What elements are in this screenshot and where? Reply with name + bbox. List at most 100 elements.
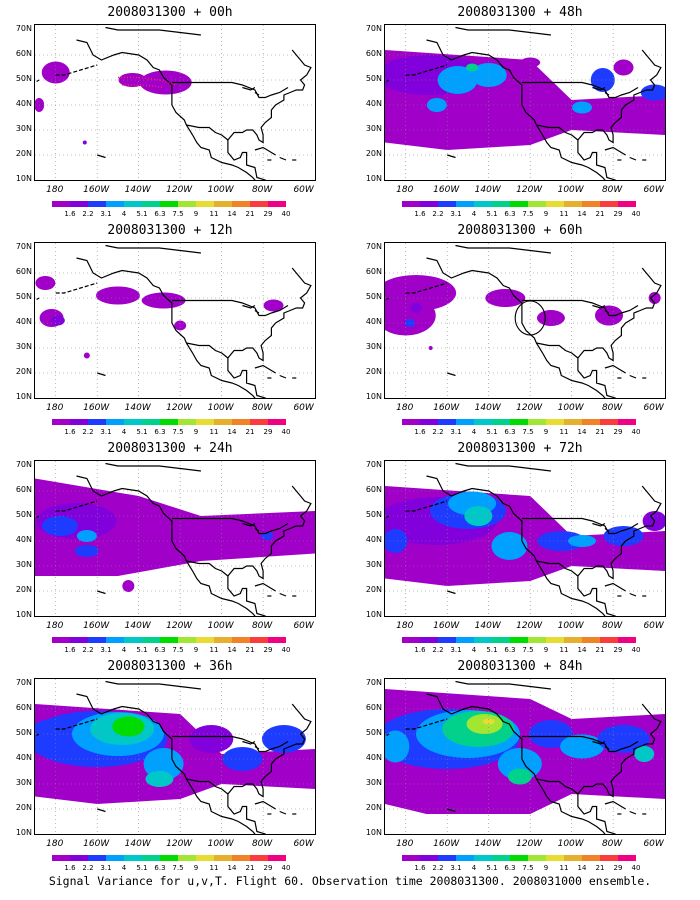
latitude-label: 40N: [365, 99, 382, 108]
colorbar-swatch: [142, 419, 160, 425]
variance-map: [35, 461, 315, 616]
colorbar-label: 3.1: [450, 428, 462, 436]
longitude-label: 140W: [474, 403, 501, 413]
colorbar-label: 4: [121, 210, 127, 218]
colorbar-swatch: [618, 637, 636, 643]
longitude-label: 100W: [557, 185, 584, 195]
longitude-label: 60W: [643, 403, 664, 413]
variance-contour: [112, 716, 145, 737]
colorbar-label: 5.1: [486, 864, 498, 872]
variance-contour: [95, 286, 140, 305]
verification-region-circle: [514, 300, 546, 336]
latitude-label: 60N: [365, 703, 382, 712]
variance-map: [385, 25, 665, 180]
coastline: [254, 91, 260, 96]
latitude-label: 60N: [365, 267, 382, 276]
map-panel: 2008031300 + 84h 70N 60N 50N 40N 30N 20N 10N 180…: [350, 659, 690, 874]
colorbar-label: 7.5: [522, 210, 534, 218]
latitude-label: 40N: [365, 535, 382, 544]
longitude-label: 120W: [516, 185, 543, 195]
variance-contour: [385, 529, 408, 553]
longitude-label: 80W: [251, 621, 273, 631]
variance-contour: [122, 580, 135, 592]
variance-contour: [50, 315, 65, 326]
colorbar-label: 29: [613, 646, 623, 654]
colorbar-label: 14: [577, 210, 587, 218]
colorbar-label: 4: [121, 864, 127, 872]
colorbar-swatch: [52, 855, 70, 861]
coastline: [279, 156, 287, 161]
colorbar-swatch: [528, 419, 546, 425]
variance-map: [385, 679, 665, 834]
coastline: [592, 740, 606, 745]
colorbar-label: 2.2: [432, 864, 444, 872]
variance-contour: [491, 532, 528, 560]
coastline: [242, 522, 256, 527]
colorbar-label: 7.5: [172, 428, 184, 436]
colorbar-label: 1.6: [414, 210, 426, 218]
colorbar-swatch: [88, 419, 106, 425]
coastline: [227, 267, 312, 398]
colorbar-label: 7.5: [522, 428, 534, 436]
coastline: [455, 680, 551, 690]
map-frame: [34, 460, 316, 617]
colorbar-swatch: [160, 201, 178, 207]
latitude-label: 40N: [15, 317, 32, 326]
latitude-label: 30N: [365, 342, 382, 351]
colorbar-swatch: [106, 637, 124, 643]
coastline: [629, 374, 637, 379]
latitude-label: 60N: [365, 485, 382, 494]
colorbar-label: 11: [209, 210, 219, 218]
coastline: [629, 810, 637, 815]
colorbar-label: 6.3: [504, 428, 516, 436]
longitude-label: 180: [46, 621, 64, 631]
coastline: [426, 257, 606, 398]
panel-title: 2008031300 + 60h: [457, 223, 583, 238]
longitude-label: 60W: [643, 621, 664, 631]
coastline: [105, 462, 201, 472]
coastline: [455, 462, 551, 472]
colorbar-label: 4: [471, 210, 477, 218]
longitude-label: 180: [396, 839, 414, 849]
variance-contour: [385, 295, 436, 336]
aleutian-islands: [405, 282, 448, 294]
coastline: [592, 522, 606, 527]
colorbar-swatch: [196, 419, 214, 425]
colorbar: [402, 419, 636, 425]
colorbar-swatch: [402, 637, 420, 643]
latitude-label: 40N: [365, 317, 382, 326]
map-frame: [384, 242, 666, 399]
colorbar-label: 4: [121, 428, 127, 436]
latitude-label: 10N: [365, 392, 382, 401]
longitude-label: 60W: [293, 839, 314, 849]
longitude-label: 80W: [601, 185, 623, 195]
aleutian-islands: [55, 64, 98, 76]
longitude-label: 140W: [474, 185, 501, 195]
variance-contour: [222, 747, 263, 771]
colorbar-swatch: [106, 419, 124, 425]
colorbar-swatch: [582, 637, 600, 643]
coastline: [577, 267, 662, 398]
colorbar-swatch: [438, 855, 456, 861]
latitude-label: 20N: [365, 367, 382, 376]
colorbar-swatch: [564, 855, 582, 861]
variance-contour: [648, 292, 661, 304]
colorbar-label: 21: [595, 646, 605, 654]
variance-map: [35, 243, 315, 398]
longitude-label: 120W: [516, 621, 543, 631]
coastline: [536, 778, 579, 795]
variance-contour: [74, 545, 99, 557]
latitude-label: 60N: [15, 267, 32, 276]
colorbar-label: 21: [245, 210, 255, 218]
coastline: [97, 808, 106, 813]
colorbar-swatch: [600, 419, 618, 425]
latitude-label: 20N: [365, 149, 382, 158]
coastline: [186, 560, 229, 577]
colorbar-label: 2.2: [82, 210, 94, 218]
colorbar-label: 7.5: [522, 864, 534, 872]
colorbar-swatch: [510, 855, 528, 861]
colorbar-swatch: [600, 201, 618, 207]
variance-contour: [640, 84, 665, 101]
colorbar-swatch: [456, 419, 474, 425]
colorbar-label: 21: [595, 210, 605, 218]
